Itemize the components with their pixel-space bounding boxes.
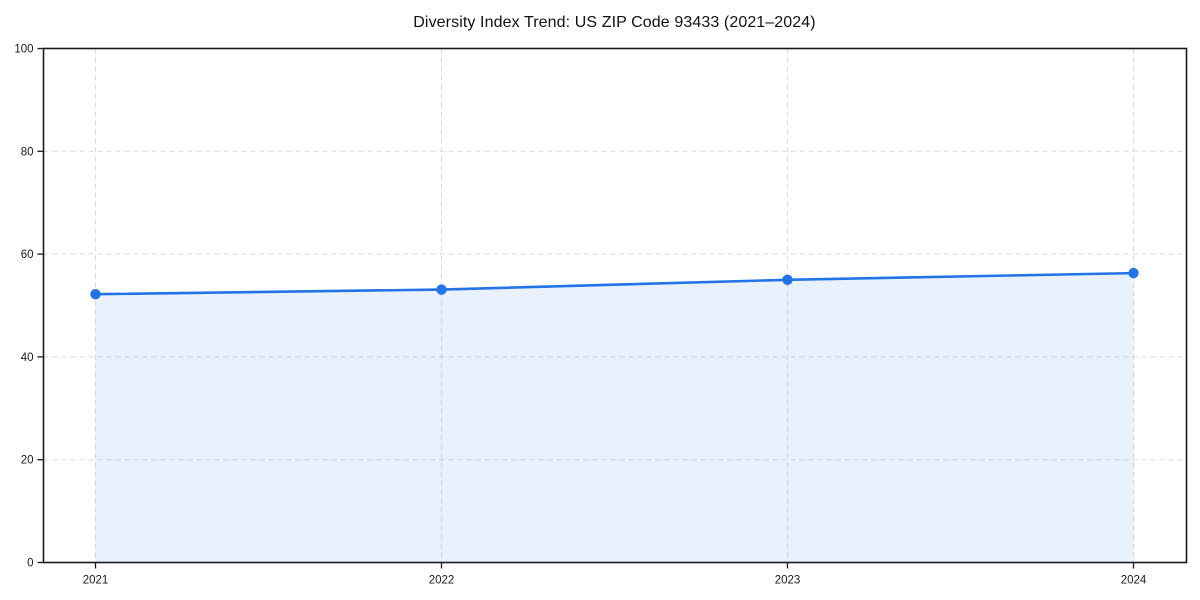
trend-line — [94, 271, 1135, 296]
y-tick-label: 40 — [21, 352, 34, 364]
x-tick-label: 2022 — [429, 575, 455, 587]
data-point-2024 — [1128, 267, 1139, 279]
x-tick-label: 2021 — [83, 575, 109, 587]
y-tick-label: 20 — [21, 455, 34, 467]
plot-spines — [42, 47, 1188, 564]
data-point-2021 — [90, 288, 101, 300]
y-tick-label: 0 — [27, 558, 33, 570]
data-point-2023 — [782, 274, 793, 285]
x-tick-label: 2024 — [1121, 575, 1147, 587]
data-point-2022 — [436, 284, 447, 295]
y-tick-label: 100 — [14, 44, 33, 56]
y-tick-label: 60 — [21, 249, 34, 261]
x-tick-label: 2023 — [775, 575, 801, 587]
chart-title: Diversity Index Trend: US ZIP Code 93433… — [413, 14, 816, 31]
y-tick-label: 80 — [21, 146, 34, 158]
area-fill — [95, 273, 1134, 563]
